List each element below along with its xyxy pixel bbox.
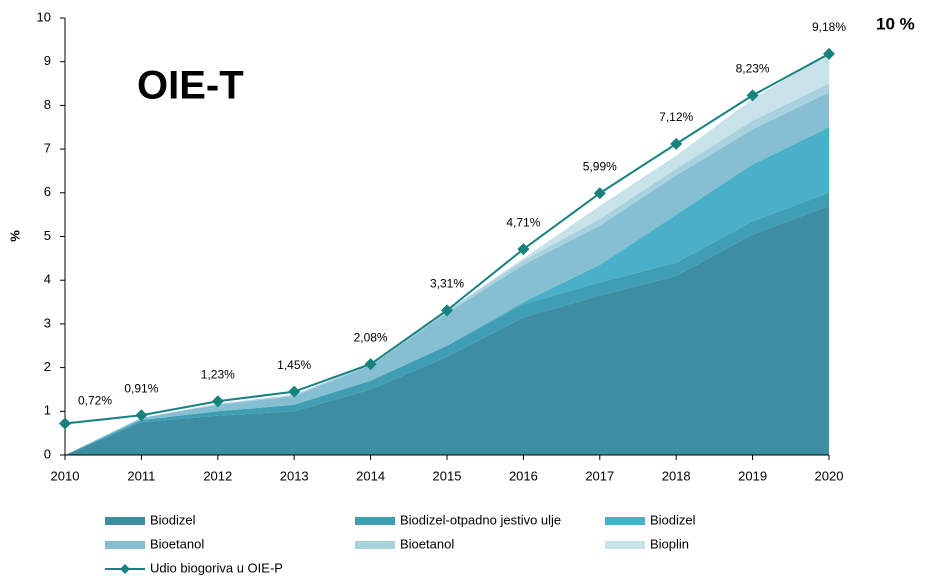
y-tick-label: 10 (37, 9, 51, 24)
legend-swatch (355, 517, 395, 525)
marker (211, 395, 224, 408)
data-label: 4,71% (506, 215, 540, 229)
y-tick-label: 2 (44, 359, 51, 374)
legend-label: Biodizel (650, 512, 696, 527)
legend-swatch (605, 541, 645, 549)
legend-label: Biodizel (150, 512, 196, 527)
data-label: 7,12% (659, 110, 693, 124)
marker (135, 409, 148, 422)
marker (288, 385, 301, 398)
legend-label: Bioplin (650, 536, 689, 551)
data-label: 0,91% (124, 381, 158, 395)
legend-swatch (105, 517, 145, 525)
marker (746, 89, 759, 102)
x-tick-label: 2011 (127, 468, 155, 483)
y-tick-label: 5 (44, 228, 51, 243)
marker (441, 304, 453, 317)
marker (593, 187, 606, 200)
x-tick-label: 2012 (203, 468, 232, 483)
legend-swatch (355, 541, 395, 549)
y-tick-label: 1 (44, 403, 51, 418)
y-tick-label: 7 (44, 141, 51, 156)
x-tick-label: 2018 (662, 468, 691, 483)
legend-label: Bioetanol (400, 536, 454, 551)
x-tick-label: 2016 (509, 468, 538, 483)
y-tick-label: 0 (44, 446, 51, 461)
legend-label: Udio biogoriva u OIE-P (150, 560, 283, 575)
marker (59, 417, 71, 430)
annotation: 10 % (876, 14, 915, 33)
x-tick-label: 2017 (585, 468, 614, 483)
marker (364, 358, 377, 371)
y-tick-label: 6 (44, 184, 51, 199)
marker (823, 47, 835, 60)
legend-swatch (605, 517, 645, 525)
x-tick-label: 2015 (433, 468, 462, 483)
x-tick-label: 2010 (51, 468, 80, 483)
marker (517, 243, 530, 256)
legend-swatch (120, 564, 130, 574)
y-axis-label: % (7, 230, 22, 242)
x-tick-label: 2019 (738, 468, 767, 483)
data-label: 1,23% (201, 367, 235, 381)
legend-label: Bioetanol (150, 536, 204, 551)
y-tick-label: 3 (44, 315, 51, 330)
data-label: 9,18% (812, 20, 846, 34)
y-tick-label: 4 (44, 272, 51, 287)
area (65, 205, 829, 455)
x-tick-label: 2013 (280, 468, 309, 483)
data-label: 3,31% (430, 277, 464, 291)
data-label: 1,45% (277, 358, 311, 372)
data-label: 5,99% (583, 159, 617, 173)
annotation: OIE-T (137, 64, 244, 108)
data-label: 0,72% (78, 394, 112, 408)
y-tick-label: 8 (44, 97, 51, 112)
marker (670, 137, 683, 150)
legend-swatch (105, 541, 145, 549)
legend-label: Biodizel-otpadno jestivo ulje (400, 512, 561, 527)
data-label: 8,23% (736, 62, 770, 76)
x-tick-label: 2020 (815, 468, 844, 483)
y-tick-label: 9 (44, 53, 51, 68)
data-label: 2,08% (354, 330, 388, 344)
x-tick-label: 2014 (356, 468, 385, 483)
